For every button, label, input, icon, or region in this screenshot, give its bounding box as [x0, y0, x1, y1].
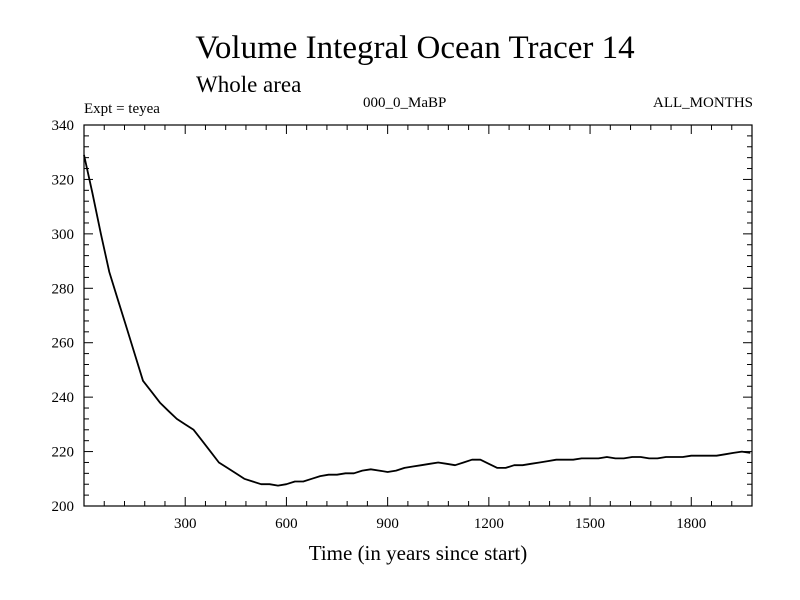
x-tick-label: 900 — [376, 516, 399, 532]
period-label: 000_0_MaBP — [363, 95, 447, 111]
axis-tick-labels: 300 600 900 1200 1500 1800 200 220 240 260 280 300 3… — [52, 118, 707, 532]
axis-ticks — [84, 125, 752, 506]
experiment-label: Expt = teyea — [84, 101, 160, 117]
y-tick-label: 200 — [52, 499, 75, 515]
y-tick-label: 340 — [52, 118, 75, 134]
y-tick-label: 240 — [52, 390, 75, 406]
plot-area-frame — [83, 124, 753, 507]
x-tick-label: 300 — [174, 516, 197, 532]
y-tick-label: 280 — [52, 281, 75, 297]
x-tick-label: 1200 — [474, 516, 504, 532]
data-series-group — [83, 154, 751, 487]
x-tick-label: 1500 — [575, 516, 605, 532]
chart-subtitle: Whole area — [196, 72, 302, 97]
y-tick-label: 260 — [52, 336, 75, 352]
y-tick-label: 220 — [52, 445, 75, 461]
x-tick-label: 600 — [275, 516, 298, 532]
months-label: ALL_MONTHS — [653, 95, 753, 111]
chart-title: Volume Integral Ocean Tracer 14 — [195, 30, 635, 66]
x-tick-label: 1800 — [676, 516, 706, 532]
series-line — [83, 154, 751, 487]
y-tick-label: 320 — [52, 172, 75, 188]
y-tick-label: 300 — [52, 227, 75, 243]
x-axis-title: Time (in years since start) — [309, 541, 528, 565]
